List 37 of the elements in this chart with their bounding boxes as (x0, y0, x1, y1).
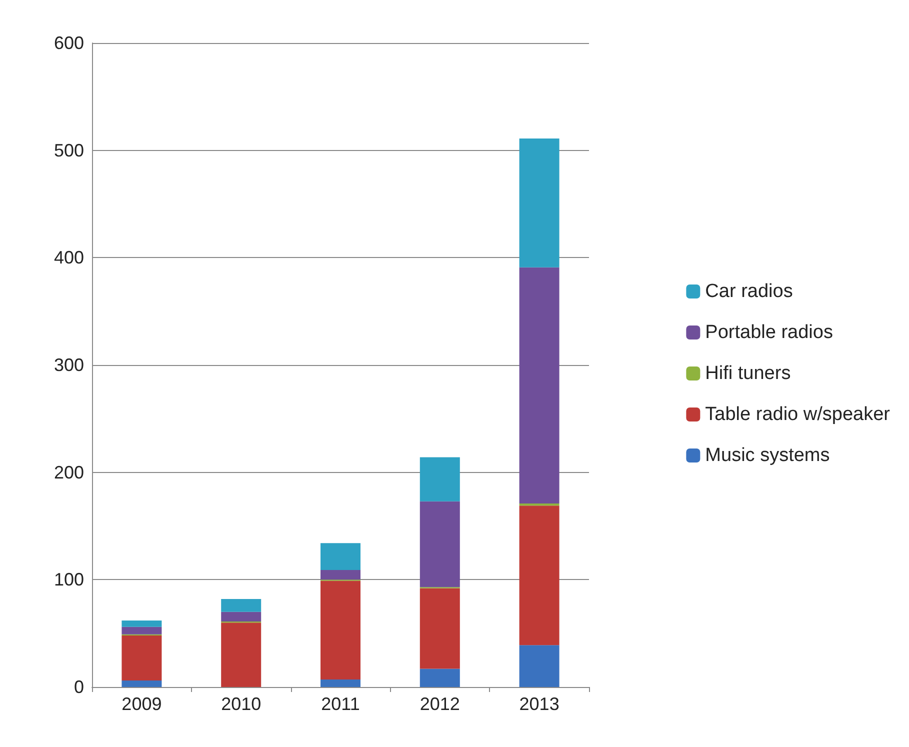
y-tick-label: 100 (54, 570, 84, 590)
bar (221, 612, 262, 622)
bar (122, 620, 162, 627)
y-tick-label: 500 (54, 140, 84, 160)
x-tick-label: 2012 (420, 694, 460, 714)
x-tick-label: 2010 (221, 694, 262, 714)
bar (122, 626, 162, 634)
bar (519, 503, 560, 506)
bar (420, 588, 460, 669)
bar (122, 635, 162, 681)
legend-label: Portable radios (705, 322, 833, 343)
bar (420, 457, 460, 502)
bar (122, 680, 162, 687)
y-tick-label: 300 (54, 355, 84, 375)
bar (320, 679, 360, 687)
x-tick-label: 2009 (122, 694, 162, 714)
bar (519, 506, 560, 646)
y-tick-label: 600 (54, 33, 84, 53)
legend-label: Hifi tuners (705, 363, 791, 384)
bar (221, 598, 262, 612)
y-tick-label: 200 (54, 462, 84, 482)
y-tick-label: 400 (54, 248, 84, 268)
bar (221, 622, 262, 687)
bar (519, 138, 560, 268)
y-tick-label: 0 (74, 677, 84, 697)
legend-label: Car radios (705, 281, 793, 302)
bar (519, 267, 560, 504)
legend-label: Table radio w/speaker (705, 404, 891, 425)
bar (420, 501, 460, 588)
bar (320, 570, 360, 580)
x-tick-label: 2011 (321, 694, 360, 714)
legend-label: Music systems (705, 445, 830, 466)
bar (320, 543, 360, 570)
bar (519, 645, 560, 687)
bar (420, 668, 460, 687)
bar (320, 580, 360, 680)
x-tick-label: 2013 (519, 694, 560, 714)
